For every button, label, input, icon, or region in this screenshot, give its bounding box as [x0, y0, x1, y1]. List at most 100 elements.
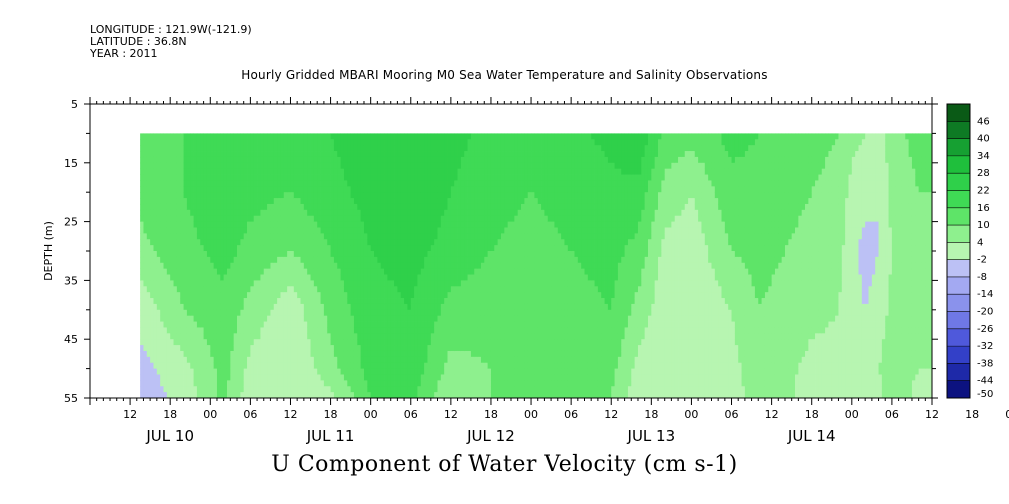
- heatmap-cell: [290, 209, 295, 217]
- heatmap-cell: [394, 162, 398, 170]
- heatmap-cell: [247, 315, 251, 322]
- heatmap-cell: [420, 350, 425, 358]
- heatmap-cell: [233, 386, 238, 393]
- heatmap-cell: [487, 251, 492, 258]
- heatmap-cell: [240, 174, 245, 181]
- heatmap-cell: [427, 315, 432, 322]
- heatmap-cell: [347, 333, 352, 340]
- heatmap-cell: [330, 292, 335, 299]
- heatmap-cell: [447, 374, 452, 381]
- heatmap-cell: [230, 268, 235, 275]
- heatmap-cell: [283, 221, 288, 228]
- heatmap-cell: [464, 139, 468, 146]
- heatmap-cell: [190, 139, 194, 146]
- heatmap-cell: [176, 203, 181, 211]
- heatmap-cell: [270, 286, 275, 293]
- heatmap-cell: [250, 280, 255, 287]
- heatmap-cell: [140, 180, 144, 187]
- heatmap-cell: [140, 339, 144, 346]
- heatmap-cell: [267, 209, 271, 217]
- heatmap-cell: [490, 245, 495, 252]
- heatmap-cell: [494, 333, 499, 340]
- heatmap-cell: [384, 315, 388, 322]
- heatmap-cell: [477, 303, 482, 311]
- heatmap-cell: [250, 203, 255, 211]
- heatmap-cell: [457, 368, 462, 375]
- heatmap-cell: [150, 145, 154, 152]
- heatmap-cell: [220, 362, 225, 369]
- heatmap-cell: [173, 339, 178, 346]
- heatmap-cell: [313, 368, 318, 375]
- heatmap-cell: [273, 251, 278, 258]
- heatmap-cell: [390, 362, 395, 369]
- heatmap-cell: [427, 339, 432, 346]
- heatmap-cell: [407, 315, 412, 322]
- heatmap-cell: [347, 321, 352, 328]
- heatmap-cell: [404, 145, 408, 152]
- heatmap-cell: [210, 280, 215, 287]
- heatmap-cell: [347, 327, 352, 334]
- heatmap-cell: [297, 327, 301, 334]
- heatmap-cell: [367, 345, 372, 352]
- heatmap-cell: [200, 233, 204, 240]
- heatmap-cell: [477, 233, 482, 240]
- heatmap-cell: [243, 198, 248, 205]
- heatmap-cell: [497, 198, 502, 205]
- heatmap-cell: [277, 303, 281, 311]
- heatmap-cell: [400, 345, 405, 352]
- heatmap-cell: [347, 362, 352, 369]
- heatmap-cell: [437, 221, 442, 228]
- heatmap-cell: [387, 192, 392, 199]
- heatmap-cell: [263, 392, 268, 399]
- heatmap-cell: [146, 286, 151, 293]
- heatmap-cell: [477, 168, 482, 175]
- heatmap-cell: [397, 292, 402, 299]
- heatmap-cell: [374, 227, 378, 234]
- heatmap-cell: [497, 274, 502, 281]
- heatmap-cell: [173, 227, 178, 234]
- heatmap-cell: [397, 239, 402, 246]
- heatmap-cell: [430, 262, 435, 270]
- heatmap-cell: [290, 245, 295, 252]
- heatmap-cell: [260, 268, 265, 275]
- heatmap-cell: [146, 280, 151, 287]
- heatmap-cell: [394, 268, 398, 275]
- heatmap-cell: [480, 368, 485, 375]
- heatmap-cell: [143, 345, 148, 352]
- heatmap-cell: [203, 215, 208, 222]
- heatmap-cell: [320, 268, 325, 275]
- heatmap-cell: [404, 192, 408, 199]
- heatmap-cell: [360, 186, 365, 193]
- heatmap-cell: [180, 162, 184, 170]
- heatmap-cell: [387, 274, 392, 281]
- heatmap-cell: [160, 198, 164, 205]
- heatmap-cell: [267, 321, 271, 328]
- heatmap-cell: [287, 286, 291, 293]
- heatmap-cell: [394, 368, 398, 375]
- heatmap-cell: [330, 251, 335, 258]
- heatmap-cell: [477, 374, 482, 381]
- heatmap-cell: [297, 298, 301, 305]
- heatmap-cell: [414, 133, 418, 140]
- heatmap-cell: [176, 156, 181, 164]
- heatmap-cell: [440, 386, 445, 393]
- heatmap-cell: [400, 380, 405, 387]
- heatmap-cell: [480, 280, 485, 287]
- heatmap-cell: [196, 162, 201, 170]
- heatmap-cell: [404, 286, 408, 293]
- heatmap-cell: [220, 192, 225, 199]
- heatmap-cell: [257, 162, 261, 170]
- heatmap-cell: [267, 168, 271, 175]
- heatmap-cell: [293, 186, 298, 193]
- heatmap-cell: [156, 339, 161, 346]
- heatmap-cell: [487, 333, 492, 340]
- heatmap-cell: [300, 327, 305, 334]
- heatmap-cell: [414, 256, 418, 264]
- heatmap-cell: [343, 233, 348, 240]
- heatmap-cell: [397, 198, 402, 205]
- heatmap-cell: [257, 139, 261, 146]
- heatmap-cell: [297, 145, 301, 152]
- heatmap-cell: [384, 156, 388, 164]
- heatmap-cell: [467, 145, 472, 152]
- heatmap-cell: [160, 309, 164, 317]
